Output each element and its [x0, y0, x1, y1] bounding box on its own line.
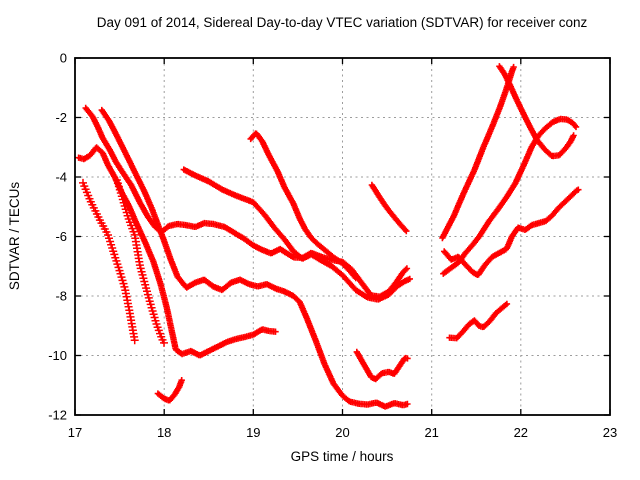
y-tick-label: 0 [60, 51, 67, 66]
y-tick-label: -2 [55, 110, 67, 125]
trace-sat-track-15 [446, 300, 511, 342]
trace-sat-track-2 [98, 106, 411, 410]
y-tick-label: -8 [55, 289, 67, 304]
trace-sat-track-4 [79, 178, 139, 345]
x-tick-label: 20 [335, 425, 349, 440]
x-tick-label: 23 [603, 425, 617, 440]
x-tick-label: 19 [246, 425, 260, 440]
trace-sat-track-5 [112, 176, 168, 347]
trace-sat-track-8 [247, 130, 359, 282]
y-axis-label: SDTVAR / TECUs [7, 182, 22, 291]
y-tick-label: -6 [55, 229, 67, 244]
trace-sat-track-9 [368, 181, 410, 235]
trace-sat-track-7 [180, 166, 413, 303]
plot-border [74, 57, 611, 416]
trace-sat-track-6 [154, 377, 185, 404]
gridlines [74, 57, 611, 416]
trace-sat-track-13 [439, 63, 517, 242]
x-tick-label: 18 [157, 425, 171, 440]
x-axis-label: GPS time / hours [291, 449, 394, 464]
trace-sat-track-3 [75, 144, 279, 359]
data-traces [75, 63, 582, 410]
x-tick-label: 22 [514, 425, 528, 440]
trace-sat-track-14 [496, 63, 577, 160]
y-tick-label: -12 [48, 408, 67, 423]
chart-title: Day 091 of 2014, Sidereal Day-to-day VTE… [97, 15, 588, 30]
x-tick-label: 21 [424, 425, 438, 440]
y-tick-label: -4 [55, 170, 67, 185]
trace-sat-track-10 [353, 348, 411, 383]
x-tick-label: 17 [68, 425, 82, 440]
y-tick-label: -10 [48, 348, 67, 363]
